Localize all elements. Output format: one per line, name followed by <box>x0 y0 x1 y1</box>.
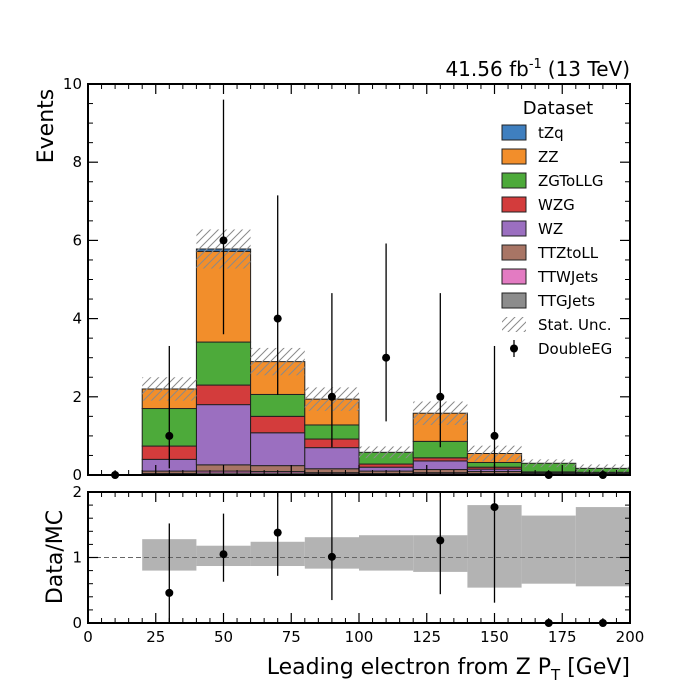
legend-label-ttwjets: TTWJets <box>537 268 598 286</box>
legend-swatch-wz <box>501 220 527 237</box>
data-point-2 <box>219 236 228 245</box>
legend-label-tzq: tZq <box>538 124 564 142</box>
data-point-4 <box>327 392 336 401</box>
lumi-energy: (13 TeV) <box>548 57 630 81</box>
legend-label-wz: WZ <box>538 220 563 238</box>
ratio-xtick-label-125: 125 <box>412 628 441 646</box>
ratio-xtick-label-200: 200 <box>616 628 645 646</box>
legend-swatch-zz <box>501 148 527 165</box>
legend-swatch-wzg <box>501 196 527 213</box>
legend-swatch-stat-unc <box>502 317 526 332</box>
ratio-uncertainty-band <box>142 505 630 588</box>
ratio-point-3 <box>327 552 336 561</box>
ratio-frame <box>87 491 631 624</box>
ratio-point-2 <box>273 528 282 537</box>
ratio-ytick-label-2: 2 <box>72 483 82 501</box>
main-frame <box>87 83 631 476</box>
bar-wz-2 <box>195 404 252 466</box>
data-point-6 <box>436 392 445 401</box>
legend: Dataset tZq ZZ ZGToLLG WZG WZ TTZtoLL TTWJets T… <box>501 98 612 358</box>
ratio-xtick-label-100: 100 <box>345 628 374 646</box>
ratio-point-5 <box>490 503 499 512</box>
ratio-ylabel: Data/MC <box>43 510 68 604</box>
ratio-xtick-label-175: 175 <box>548 628 577 646</box>
legend-title: Dataset <box>523 98 594 119</box>
ratio-points <box>165 492 607 627</box>
ratio-xtick-label-0: 0 <box>83 628 93 646</box>
ratio-point-4 <box>436 536 445 545</box>
bar-zgtollg-2 <box>195 341 252 386</box>
ratio-panel: 0 1 2 0 25 50 75 100 125 150 175 200 <box>72 483 644 646</box>
ratio-ytick-label-0: 0 <box>72 614 82 632</box>
lumi-value: 41.56 fb <box>445 57 528 81</box>
legend-swatch-ttgjets <box>501 292 527 309</box>
main-ylabel: Events <box>34 89 59 164</box>
bar-wz-3 <box>250 432 306 467</box>
legend-label-ttztoll: TTZtoLL <box>537 244 599 262</box>
main-axis-ticks: 0 2 4 6 8 10 <box>63 75 631 484</box>
ratio-xlabel: Leading electron from Z PT [GeV] <box>267 655 630 684</box>
ratio-point-1 <box>219 550 228 559</box>
main-ytick-label-8: 8 <box>72 153 82 171</box>
legend-label-stat-unc-: Stat. Unc. <box>538 316 612 334</box>
main-ytick-label-0: 0 <box>72 466 82 484</box>
legend-label-ttgjets: TTGJets <box>537 292 595 310</box>
bar-wz-6 <box>412 460 468 471</box>
data-point-1 <box>165 431 174 440</box>
legend-swatch-zgtollg <box>501 172 527 189</box>
lumi-exponent: -1 <box>529 57 542 72</box>
ratio-xtick-label-75: 75 <box>282 628 301 646</box>
bar-wzg-2 <box>195 384 252 406</box>
data-point-3 <box>273 314 282 323</box>
ratio-xtick-label-150: 150 <box>480 628 509 646</box>
data-points <box>111 99 607 479</box>
legend-swatch-ttwjets <box>501 268 527 285</box>
data-point-5 <box>382 353 391 362</box>
legend-swatch-tzq <box>501 124 527 141</box>
legend-label-zgtollg: ZGToLLG <box>538 172 604 190</box>
ratio-band-bin-8 <box>575 507 630 587</box>
ratio-band-bin-7 <box>521 515 576 584</box>
legend-marker-doubleeg <box>510 344 518 353</box>
main-ytick-label-6: 6 <box>72 231 82 249</box>
stat-unc-bin-5 <box>359 446 414 459</box>
ratio-xtick-label-25: 25 <box>146 628 165 646</box>
bar-wz-4 <box>304 447 360 470</box>
legend-swatch-ttztoll <box>501 244 527 261</box>
legend-label-zz: ZZ <box>538 148 559 166</box>
main-ytick-label-4: 4 <box>72 310 82 328</box>
stat-unc-bin-9 <box>575 464 630 473</box>
legend-label-doubleeg: DoubleEG <box>538 340 612 358</box>
data-point-7 <box>490 431 499 440</box>
main-panel: 0 2 4 6 8 10 <box>63 75 631 484</box>
stat-unc-bin-8 <box>521 459 576 468</box>
legend-label-wzg: WZG <box>538 196 575 214</box>
bar-wzg-3 <box>250 415 306 434</box>
ratio-point-0 <box>165 588 174 597</box>
lumi-label: 41.56 fb-1 (13 TeV) <box>445 57 630 81</box>
ratio-band-bin-4 <box>359 535 414 571</box>
main-ytick-label-10: 10 <box>63 75 82 93</box>
ratio-ytick-label-1: 1 <box>72 549 82 567</box>
bar-zgtollg-3 <box>250 393 306 417</box>
ratio-xtick-label-50: 50 <box>214 628 233 646</box>
main-ytick-label-2: 2 <box>72 388 82 406</box>
